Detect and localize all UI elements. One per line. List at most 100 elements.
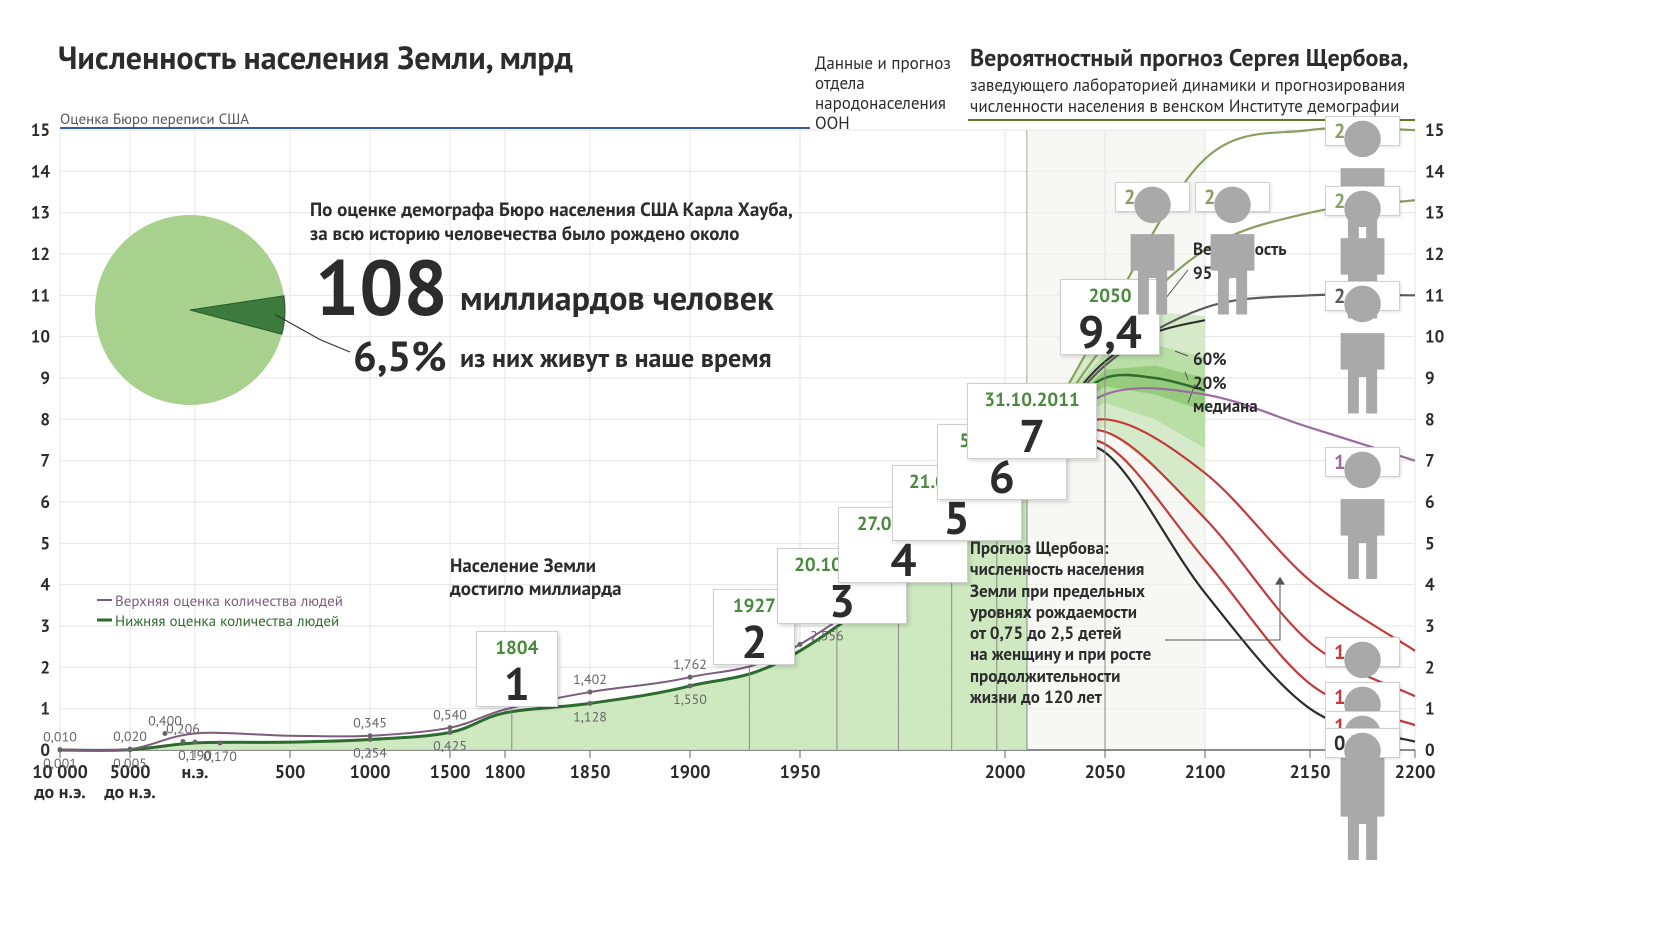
svg-text:1500: 1500 [430, 760, 471, 783]
chart-svg: 0011223344556677889910101111121213131414… [0, 0, 1680, 945]
scenario-label: 1,75 [1325, 447, 1400, 477]
svg-text:1950: 1950 [780, 760, 821, 783]
svg-text:11: 11 [31, 284, 50, 306]
svg-text:1: 1 [1425, 698, 1435, 720]
svg-text:13: 13 [31, 202, 50, 224]
svg-text:2050: 2050 [1085, 760, 1126, 783]
legend-upper: Верхняя оценка количества людей [115, 592, 343, 611]
svg-text:1900: 1900 [670, 760, 711, 783]
svg-text:12: 12 [1425, 243, 1444, 265]
svg-text:2150: 2150 [1290, 760, 1331, 783]
note-line: Земли при предельных [970, 581, 1151, 602]
svg-text:15: 15 [31, 119, 50, 141]
svg-text:2000: 2000 [985, 760, 1026, 783]
note-line: от 0,75 до 2,5 детей [970, 623, 1151, 644]
svg-text:0,254: 0,254 [353, 744, 387, 762]
svg-text:4: 4 [1425, 574, 1435, 596]
svg-text:1000: 1000 [350, 760, 391, 783]
scenario-label-top: 2,50 [1115, 182, 1190, 212]
svg-text:5: 5 [1425, 532, 1435, 554]
svg-text:1: 1 [40, 698, 50, 720]
svg-text:0,540: 0,540 [433, 706, 467, 724]
scenario-label: 2,00 [1325, 281, 1400, 311]
callout-big-number: 108 [315, 236, 448, 337]
person-icon [1377, 643, 1391, 665]
person-icon [1377, 122, 1391, 144]
svg-text:6: 6 [40, 491, 50, 513]
note-line: численность населения [970, 559, 1151, 580]
svg-text:до н.э.: до н.э. [33, 780, 85, 803]
scenario-label: 0,75 [1325, 728, 1400, 758]
svg-text:8: 8 [1425, 408, 1435, 430]
callout-pct-rest: из них живут в наше время [460, 342, 772, 375]
svg-text:2200: 2200 [1395, 760, 1436, 783]
svg-text:0,345: 0,345 [353, 714, 387, 732]
milestone-number: 9,4 [1065, 308, 1155, 354]
svg-text:0,010: 0,010 [43, 728, 77, 746]
svg-text:7: 7 [40, 450, 50, 472]
prob-legend-20: 20% [1193, 372, 1227, 394]
milestone-number: 2 [718, 618, 790, 664]
svg-text:0,005: 0,005 [113, 754, 147, 772]
svg-text:15: 15 [1425, 119, 1444, 141]
svg-text:1800: 1800 [485, 760, 526, 783]
svg-text:14: 14 [31, 160, 51, 182]
callout-line-1: По оценке демографа Бюро населения США К… [310, 198, 793, 222]
person-icon [1377, 734, 1391, 756]
prob-legend-median: медиана [1193, 395, 1258, 417]
person-icon [1377, 287, 1391, 309]
svg-text:0,425: 0,425 [433, 736, 467, 754]
svg-text:2: 2 [40, 656, 50, 678]
svg-text:11: 11 [1425, 284, 1444, 306]
svg-text:0,020: 0,020 [113, 727, 147, 745]
scenario-label: 1,50 [1325, 637, 1400, 667]
svg-text:12: 12 [31, 243, 50, 265]
callout-pct: 6,5% [353, 328, 447, 383]
milestone-title-2: достигло миллиарда [450, 577, 622, 601]
svg-text:4: 4 [40, 574, 50, 596]
svg-text:1,402: 1,402 [573, 670, 607, 688]
svg-text:до н.э.: до н.э. [103, 780, 155, 803]
svg-text:2100: 2100 [1185, 760, 1226, 783]
svg-text:9: 9 [40, 367, 50, 389]
note-line: на женщину и при росте [970, 644, 1151, 665]
svg-text:1,128: 1,128 [573, 707, 607, 725]
milestone-number: 7 [972, 412, 1092, 458]
person-icon [1377, 192, 1391, 214]
milestone-number: 1 [481, 660, 553, 706]
callout-big-unit: миллиардов человек [460, 276, 774, 320]
svg-text:3: 3 [40, 615, 50, 637]
milestone-title-1: Население Земли [450, 554, 596, 578]
svg-text:9: 9 [1425, 367, 1435, 389]
svg-text:2: 2 [1425, 656, 1435, 678]
prob-legend-60: 60% [1193, 348, 1227, 370]
svg-text:1,762: 1,762 [673, 655, 707, 673]
person-icon [1377, 453, 1391, 475]
svg-text:5: 5 [40, 532, 50, 554]
svg-text:1,550: 1,550 [673, 690, 707, 708]
milestone-number: 3 [782, 577, 902, 623]
scenario-label-top: 2,25 [1195, 182, 1270, 212]
svg-text:10: 10 [1425, 326, 1444, 348]
scherbov-note: Прогноз Щербова: численность населения З… [970, 538, 1151, 708]
person-icon [1377, 688, 1391, 710]
svg-text:13: 13 [1425, 202, 1444, 224]
person-icon [1247, 188, 1261, 210]
svg-text:7: 7 [1425, 450, 1435, 472]
person-icon [1167, 188, 1181, 210]
note-line: продолжительности [970, 666, 1151, 687]
svg-text:0,001: 0,001 [43, 754, 77, 772]
svg-text:1850: 1850 [570, 760, 611, 783]
svg-text:6: 6 [1425, 491, 1435, 513]
note-line: уровнях рождаемости [970, 602, 1151, 623]
scenario-label: 1,25 [1325, 682, 1400, 712]
svg-text:0: 0 [1425, 739, 1435, 761]
note-line: жизни до 120 лет [970, 687, 1151, 708]
milestone-box: 31.10.20117 [967, 383, 1097, 459]
svg-text:500: 500 [275, 760, 306, 783]
svg-text:0,190: 0,190 [178, 746, 212, 764]
svg-text:3: 3 [1425, 615, 1435, 637]
scenario-label: 2,25 [1325, 186, 1400, 216]
svg-text:10: 10 [31, 326, 50, 348]
legend-lower: Нижняя оценка количества людей [115, 612, 339, 631]
